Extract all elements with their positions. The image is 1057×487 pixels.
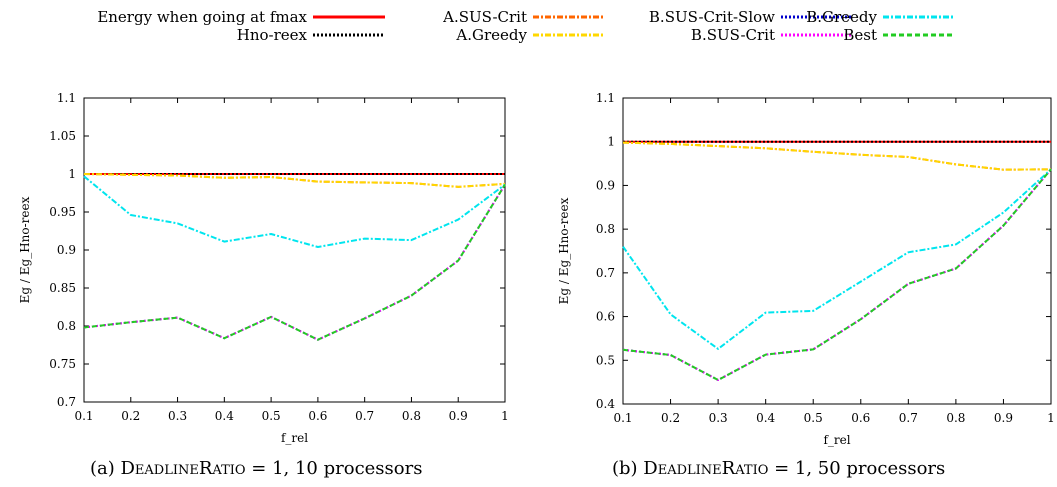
legend-item-b-greedy: B.Greedy — [806, 8, 955, 26]
x-tick-label: 0.8 — [402, 409, 421, 423]
y-tick-label: 0.4 — [596, 397, 615, 411]
series-line-best — [622, 168, 1052, 381]
x-tick-label: 0.3 — [709, 411, 728, 425]
legend-label: A.Greedy — [455, 26, 527, 44]
legend-label: A.SUS-Crit — [442, 8, 527, 26]
caption-a-suffix: = 1, 10 processors — [245, 458, 423, 479]
chart-b: 0.4 0.5 0.6 0.7 0.8 0.9 1 1.1 0.1 0.2 0.3 0.4 0.5 0.6… — [557, 91, 1055, 447]
x-tick-label: 0.4 — [756, 411, 775, 425]
x-tick-label: 0.1 — [613, 411, 632, 425]
series-line-b-sus-crit — [622, 168, 1052, 381]
plot-frame — [83, 97, 506, 403]
caption-a-sc: DeadlineRatio — [120, 458, 246, 479]
y-tick-label: 0.8 — [596, 222, 615, 236]
series-line-a-greedy — [83, 173, 506, 188]
y-tick-label: 0.75 — [49, 357, 76, 371]
x-tick-label: 0.1 — [74, 409, 93, 423]
legend-label: Best — [843, 26, 877, 44]
x-tick-label: 0.9 — [449, 409, 468, 423]
legend-item-b-sus-crit: B.SUS-Crit — [691, 26, 853, 44]
x-tick-label: 0.9 — [994, 411, 1013, 425]
caption-b-prefix: (b) — [612, 458, 644, 479]
x-tick-label: 0.7 — [355, 409, 374, 423]
legend-label: B.SUS-Crit-Slow — [649, 8, 775, 26]
legend-item-b-sus-crit-slow: B.SUS-Crit-Slow — [649, 8, 853, 26]
x-axis-label: f_rel — [823, 433, 850, 447]
series-line-b-greedy — [622, 168, 1052, 350]
caption-b-sc: DeadlineRatio — [643, 458, 769, 479]
x-tick-label: 0.8 — [946, 411, 965, 425]
x-axis-label: f_rel — [281, 431, 308, 445]
y-tick-label: 1.1 — [57, 91, 76, 105]
x-tick-label: 0.2 — [661, 411, 680, 425]
x-tick-label: 0.5 — [262, 409, 281, 423]
y-axis-label: Eg / Eg_Hno-reex — [18, 196, 32, 303]
caption-b-suffix: = 1, 50 processors — [768, 458, 946, 479]
x-tick-label: 0.6 — [308, 409, 327, 423]
legend-label: B.SUS-Crit — [691, 26, 775, 44]
legend-item-hno-reex: Hno-reex — [237, 26, 385, 44]
caption-a-prefix: (a) — [90, 458, 121, 479]
y-tick-label: 1 — [68, 167, 76, 181]
legend-item-a-greedy: A.Greedy — [455, 26, 605, 44]
legend-label: Energy when going at fmax — [97, 8, 307, 26]
series-line-a-sus-crit — [622, 141, 1052, 171]
legend-label: B.Greedy — [806, 8, 877, 26]
y-axis-label: Eg / Eg_Hno-reex — [557, 197, 571, 304]
x-tick-label: 0.5 — [804, 411, 823, 425]
legend-label: Hno-reex — [237, 26, 308, 44]
y-tick-label: 0.9 — [57, 243, 76, 257]
chart-a: 0.7 0.75 0.8 0.85 0.9 0.95 1 1.05 1.1 0.1 0.2 0.3 0.… — [18, 91, 509, 445]
x-tick-label: 1 — [1047, 411, 1055, 425]
y-tick-label: 0.9 — [596, 178, 615, 192]
caption-a: (a) DeadlineRatio = 1, 10 processors — [90, 458, 422, 479]
plot-frame — [622, 97, 1052, 405]
y-tick-label: 0.95 — [49, 205, 76, 219]
y-tick-label: 1.05 — [49, 129, 76, 143]
y-tick-label: 1.1 — [596, 91, 615, 105]
x-tick-label: 0.7 — [899, 411, 918, 425]
y-tick-label: 0.7 — [57, 395, 76, 409]
y-tick-label: 0.8 — [57, 319, 76, 333]
y-tick-label: 0.5 — [596, 353, 615, 367]
chart-panel-b: 0.4 0.5 0.6 0.7 0.8 0.9 1 1.1 0.1 0.2 0.3 0.4 0.5 0.6… — [540, 80, 1057, 487]
series-line-b-sus-crit-slow — [83, 184, 506, 341]
x-tick-label: 0.2 — [121, 409, 140, 423]
x-tick-label: 0.6 — [851, 411, 870, 425]
series-line-b-greedy — [83, 175, 506, 248]
x-tick-label: 1 — [501, 409, 509, 423]
x-tick-label: 0.3 — [168, 409, 187, 423]
legend-item-a-sus-crit: A.SUS-Crit — [442, 8, 605, 26]
legend-item-best: Best — [843, 26, 955, 44]
y-tick-label: 0.6 — [596, 310, 615, 324]
y-tick-label: 0.7 — [596, 266, 615, 280]
x-tick-label: 0.4 — [215, 409, 234, 423]
caption-b: (b) DeadlineRatio = 1, 50 processors — [612, 458, 945, 479]
series-line-b-sus-crit — [83, 184, 506, 341]
y-tick-label: 1 — [607, 135, 615, 149]
series-line-best — [83, 184, 506, 341]
y-tick-label: 0.85 — [49, 281, 76, 295]
legend-item-energy-when-going-at-fmax: Energy when going at fmax — [97, 8, 385, 26]
chart-panel-a: 0.7 0.75 0.8 0.85 0.9 0.95 1 1.05 1.1 0.1 0.2 0.3 0.… — [0, 80, 528, 487]
series-line-a-greedy — [622, 141, 1052, 171]
series-line-b-sus-crit-slow — [622, 168, 1052, 381]
